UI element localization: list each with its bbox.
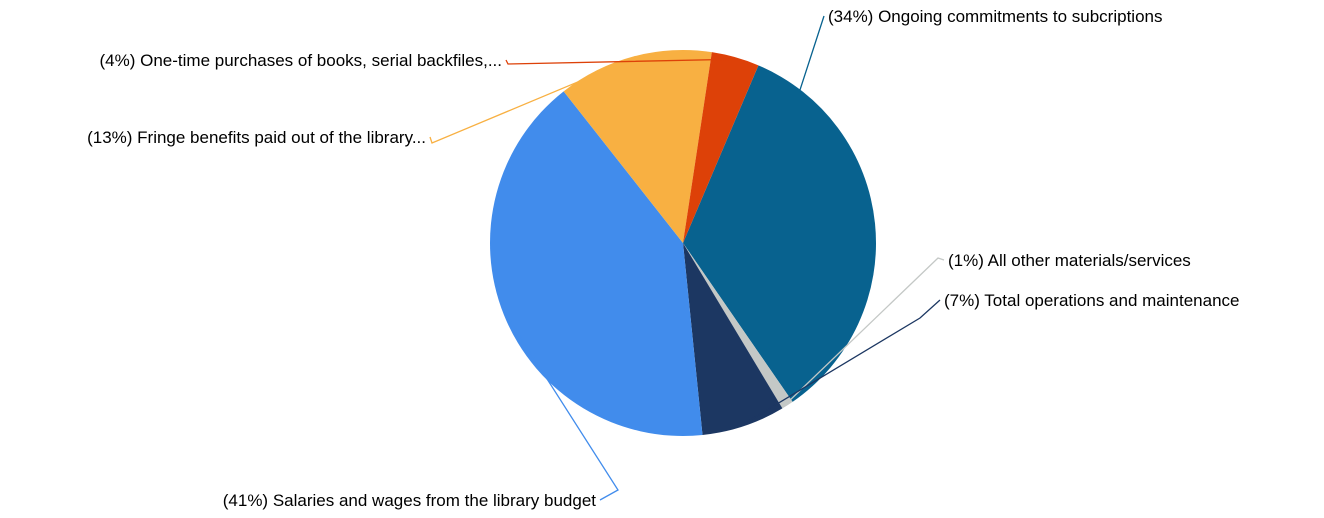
pie-slices xyxy=(489,49,877,436)
slice-label: (1%) All other materials/services xyxy=(948,251,1191,270)
pie-slice xyxy=(683,65,877,402)
leader-lines xyxy=(429,15,945,501)
leader-line xyxy=(742,299,941,425)
leader-line xyxy=(429,57,635,144)
slice-label: (7%) Total operations and maintenance xyxy=(944,291,1239,310)
slice-label: (4%) One-time purchases of books, serial… xyxy=(100,51,503,70)
pie-slice xyxy=(683,243,783,436)
leader-line xyxy=(797,15,874,225)
leader-line xyxy=(505,58,736,65)
slice-label: (41%) Salaries and wages from the librar… xyxy=(223,491,597,510)
slice-labels: (34%) Ongoing commitments to subcription… xyxy=(87,7,1239,510)
pie-slice xyxy=(683,52,759,244)
leader-line xyxy=(786,257,945,405)
pie-slice xyxy=(563,49,712,243)
pie-slice xyxy=(683,243,793,409)
pie-slice xyxy=(489,91,703,436)
leader-line xyxy=(505,314,619,501)
slice-label: (34%) Ongoing commitments to subcription… xyxy=(828,7,1162,26)
slice-label: (13%) Fringe benefits paid out of the li… xyxy=(87,128,426,147)
